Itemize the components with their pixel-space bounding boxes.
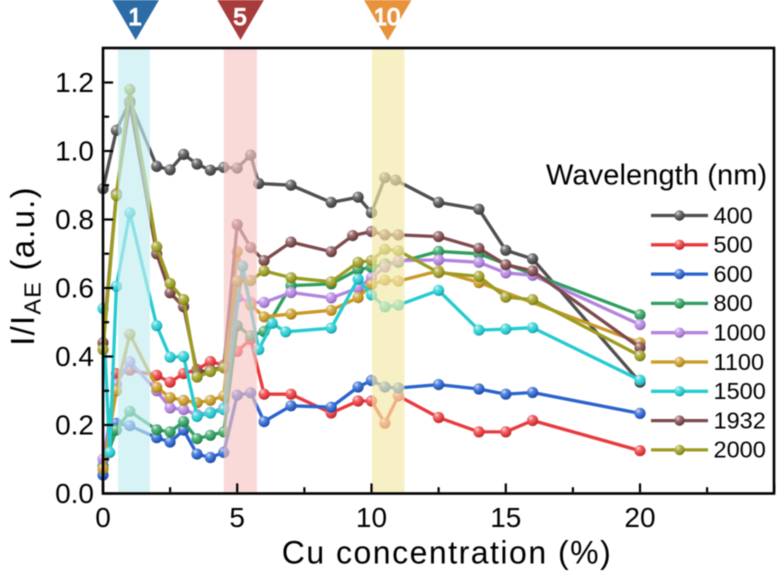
svg-text:1100: 1100 — [714, 349, 765, 375]
svg-text:10: 10 — [374, 4, 401, 31]
svg-text:1.2: 1.2 — [55, 67, 94, 98]
svg-text:1.0: 1.0 — [55, 136, 94, 167]
svg-text:1000: 1000 — [714, 320, 766, 346]
svg-text:10: 10 — [356, 502, 387, 533]
svg-text:0.0: 0.0 — [55, 478, 94, 509]
svg-text:0: 0 — [95, 502, 111, 533]
svg-text:Wavelength (nm): Wavelength (nm) — [546, 159, 767, 191]
svg-text:1932: 1932 — [714, 407, 766, 433]
svg-text:Cu concentration (%): Cu concentration (%) — [282, 535, 613, 571]
svg-text:5: 5 — [233, 4, 246, 31]
svg-text:500: 500 — [714, 232, 753, 258]
svg-text:400: 400 — [714, 202, 753, 228]
svg-text:0.8: 0.8 — [55, 204, 94, 235]
svg-text:1500: 1500 — [714, 378, 766, 404]
svg-text:20: 20 — [624, 502, 655, 533]
svg-text:0.4: 0.4 — [55, 341, 94, 372]
svg-text:800: 800 — [714, 290, 753, 316]
svg-text:600: 600 — [714, 261, 753, 287]
svg-text:I/IAE (a.u.): I/IAE (a.u.) — [4, 186, 46, 345]
svg-text:2000: 2000 — [714, 437, 766, 463]
svg-text:15: 15 — [490, 502, 521, 533]
svg-text:0.2: 0.2 — [55, 410, 94, 441]
svg-text:5: 5 — [229, 502, 245, 533]
svg-text:1: 1 — [128, 4, 141, 31]
svg-text:0.6: 0.6 — [55, 273, 94, 304]
